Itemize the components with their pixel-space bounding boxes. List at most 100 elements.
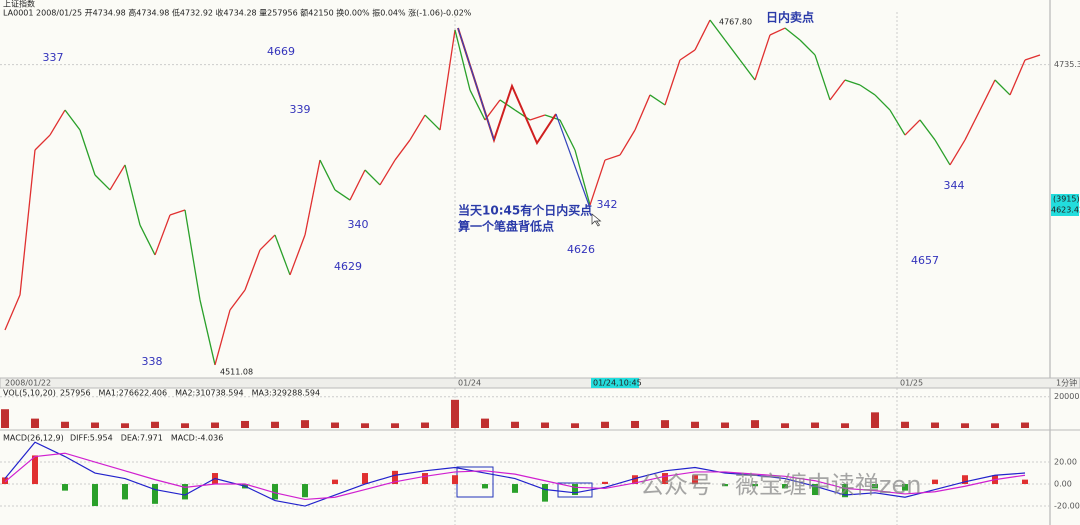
price-segment xyxy=(469,89,486,121)
volume-bar xyxy=(991,423,999,428)
price-segment xyxy=(154,214,171,256)
indicator-stat: 257956 xyxy=(60,389,91,398)
price-segment xyxy=(199,299,216,366)
annotation: 344 xyxy=(944,179,965,192)
price-segment xyxy=(919,119,936,141)
price-segment xyxy=(49,109,66,136)
price-segment xyxy=(529,114,546,121)
price-segment xyxy=(679,49,696,61)
y-tick-label: 0.00 xyxy=(1054,480,1072,489)
volume-bar xyxy=(841,423,849,428)
price-segment xyxy=(244,249,261,291)
time-label: 01/24 xyxy=(458,379,481,388)
macd-bar xyxy=(392,470,398,485)
macd-bar xyxy=(122,484,128,500)
price-segment xyxy=(454,29,471,91)
price-segment xyxy=(904,119,921,136)
macd-bar xyxy=(902,484,908,491)
macd-bar xyxy=(812,484,818,496)
cursor-price-box xyxy=(1051,194,1079,216)
price-segment xyxy=(694,19,711,51)
volume-bar xyxy=(331,422,339,428)
indicator-stat: DIFF:5.954 xyxy=(70,434,113,443)
price-segment xyxy=(349,169,366,201)
price-segment xyxy=(649,94,666,106)
price-segment xyxy=(874,94,891,111)
price-segment xyxy=(574,149,591,206)
watermark: 公众号 · 薇宝缠中读禅zen xyxy=(640,471,921,499)
annotation: 339 xyxy=(290,103,311,116)
macd-bar xyxy=(872,484,878,489)
volume-bar xyxy=(691,421,699,428)
price-segment xyxy=(4,294,21,331)
price-segment xyxy=(814,54,831,101)
volume-bar xyxy=(1021,422,1029,428)
price-segment xyxy=(664,59,681,106)
price-segment xyxy=(499,99,516,111)
price-segment xyxy=(769,27,786,36)
price-segment xyxy=(109,164,126,191)
volume-bar xyxy=(451,399,459,428)
price-segment xyxy=(94,174,111,191)
price-segment xyxy=(1009,59,1026,96)
volume-bar xyxy=(571,423,579,428)
volume-bar xyxy=(271,421,279,428)
macd-bar xyxy=(512,484,518,493)
price-segment xyxy=(64,109,81,131)
period-label: 1分钟 xyxy=(1056,378,1077,388)
price-segment xyxy=(994,79,1011,96)
price-segment xyxy=(949,139,966,166)
price-segment xyxy=(139,224,156,256)
price-segment xyxy=(559,119,576,151)
macd-bar xyxy=(152,484,158,504)
price-segment xyxy=(889,109,906,136)
price-segment xyxy=(424,114,441,131)
volume-bar xyxy=(211,422,219,428)
volume-bar xyxy=(61,421,69,428)
volume-bar xyxy=(871,412,879,428)
volume-bar xyxy=(931,422,939,428)
macd-bar xyxy=(602,481,608,485)
volume-bar xyxy=(181,423,189,428)
price-segment xyxy=(19,149,36,295)
volume-bar xyxy=(511,421,519,428)
volume-bar xyxy=(811,422,819,428)
macd-bar xyxy=(482,484,488,489)
y-tick-label: 20.00 xyxy=(1054,458,1077,467)
price-segment xyxy=(34,134,51,151)
price-segment xyxy=(754,34,771,81)
macd-bar xyxy=(332,479,338,485)
price-segment xyxy=(709,19,726,41)
price-segment xyxy=(784,27,801,41)
price-segment xyxy=(379,159,396,186)
cursor xyxy=(591,213,602,227)
macd-bar xyxy=(722,484,728,487)
macd-bar xyxy=(182,484,188,500)
volume-bar xyxy=(721,422,729,428)
header-title: 上证指数 xyxy=(3,0,35,9)
buy-point-note: 当天10:45有个日内买点 xyxy=(458,203,592,218)
price-segment xyxy=(259,234,276,251)
price-segment xyxy=(364,169,381,186)
volume-bar xyxy=(31,418,39,428)
macd-bar xyxy=(92,484,98,507)
time-label: 2008/01/22 xyxy=(5,379,51,388)
macd-line xyxy=(4,452,1026,501)
macd-bar xyxy=(302,484,308,498)
sell-point-note: 日内卖点 xyxy=(766,10,814,25)
macd-bar xyxy=(422,473,428,485)
volume-bar xyxy=(361,423,369,428)
volume-bar xyxy=(481,418,489,428)
price-segment xyxy=(739,59,756,81)
price-segment xyxy=(829,79,846,101)
low-price-label: 4511.08 xyxy=(220,368,253,377)
macd-bar xyxy=(2,477,8,485)
volume-bar xyxy=(121,423,129,428)
price-segment xyxy=(964,109,981,141)
price-segment xyxy=(589,159,606,206)
price-segment xyxy=(979,79,996,111)
macd-bar xyxy=(62,484,68,491)
pen-stroke xyxy=(555,113,591,209)
annotation: 4629 xyxy=(334,260,362,273)
